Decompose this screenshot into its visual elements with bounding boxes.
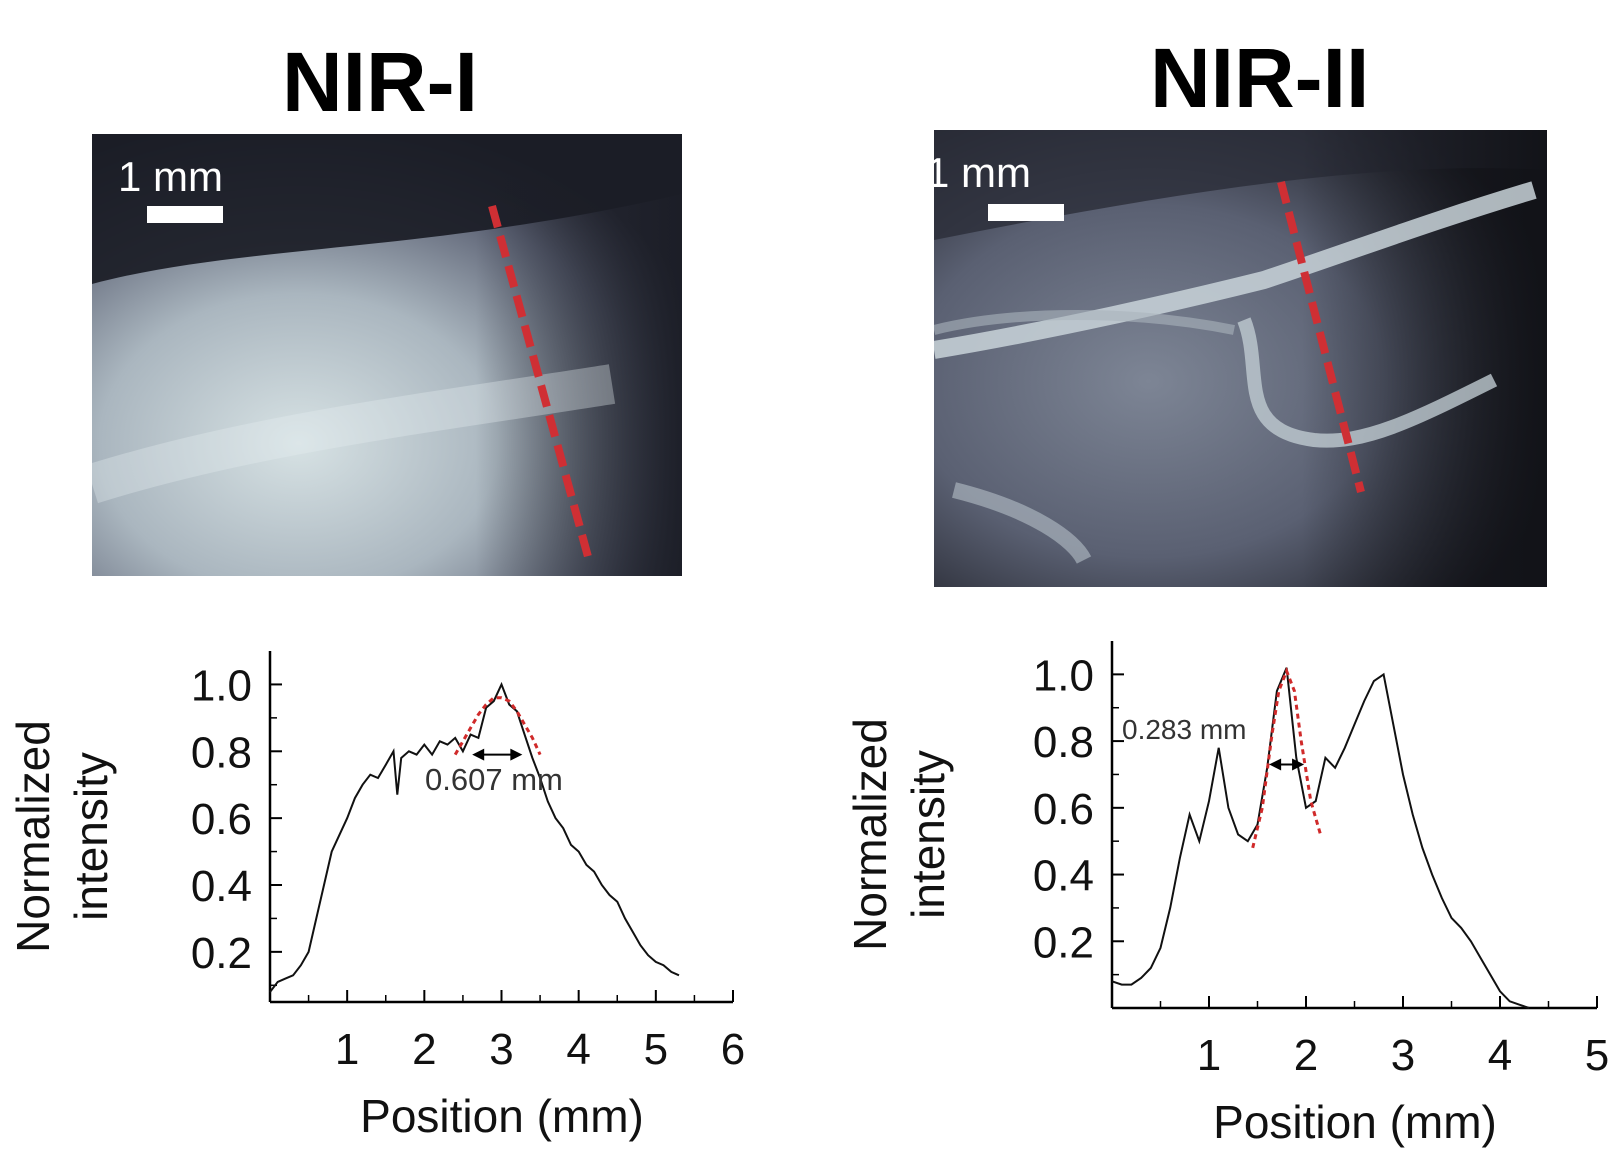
nir-ii-y-tick-label: 0.8 — [1033, 718, 1094, 767]
nir-i-fwhm-label: 0.607 mm — [425, 762, 563, 797]
nir-i-x-tick-label: 6 — [721, 1025, 745, 1074]
nir-i-y-tick-label: 0.8 — [191, 728, 252, 777]
nir-i-y-tick-label: 0.2 — [191, 929, 252, 978]
nir-i-fwhm-arrowhead-right — [510, 748, 523, 761]
nir-ii-fwhm-arrowhead-left — [1269, 758, 1282, 771]
nir-ii-x-axis-label: Position (mm) — [1213, 1096, 1497, 1148]
nir-ii-image-graphic — [934, 130, 1547, 587]
nir-i-x-tick-label: 1 — [335, 1025, 359, 1074]
nir-ii-x-tick-label: 1 — [1197, 1031, 1221, 1080]
nir-i-y-tick-label: 0.4 — [191, 862, 252, 911]
nir-i-x-axis-label: Position (mm) — [360, 1090, 644, 1142]
nir-ii-gaussian-fit-line — [1251, 666, 1322, 849]
nir-i-y-tick-label: 0.6 — [191, 795, 252, 844]
nir-ii-scalebar-label: 1 mm — [934, 149, 1031, 196]
nir-ii-y-tick-label: 0.4 — [1033, 852, 1094, 901]
nir-ii-x-tick-label: 5 — [1585, 1031, 1609, 1080]
nir-i-y-axis-label-line1: Normalized — [7, 720, 59, 953]
nir-i-y-axis-label-line2: intensity — [65, 752, 117, 921]
nir-i-x-tick-label: 2 — [412, 1025, 436, 1074]
panel-title-nir-i: NIR-I — [282, 35, 478, 129]
nir-ii-y-axis-label-line2: intensity — [902, 750, 954, 919]
nir-ii-x-tick-label: 2 — [1294, 1031, 1318, 1080]
nir-i-x-tick-label: 3 — [489, 1025, 513, 1074]
nir-ii-micrograph: 1 mm — [934, 130, 1547, 587]
nir-i-x-tick-label: 5 — [644, 1025, 668, 1074]
nir-i-scalebar — [147, 206, 223, 223]
nir-ii-x-tick-label: 4 — [1488, 1031, 1512, 1080]
nir-ii-fwhm-arrowhead-right — [1292, 758, 1305, 771]
nir-i-profile-line — [269, 681, 680, 993]
nir-i-y-axis-label-group: Normalized intensity — [7, 720, 117, 953]
nir-ii-y-axis-label-line1: Normalized — [844, 718, 896, 951]
nir-i-x-tick-label: 4 — [566, 1025, 590, 1074]
nir-ii-fwhm-label: 0.283 mm — [1122, 714, 1247, 745]
nir-i-image-graphic — [92, 134, 682, 576]
nir-ii-y-tick-label: 1.0 — [1033, 651, 1094, 700]
panel-title-nir-ii: NIR-II — [1150, 31, 1370, 125]
nir-ii-y-tick-label: 0.2 — [1033, 918, 1094, 967]
nir-i-fwhm-arrowhead-left — [472, 748, 485, 761]
nir-i-y-tick-label: 1.0 — [191, 661, 252, 710]
nir-i-micrograph: 1 mm — [92, 134, 682, 576]
nir-ii-x-tick-label: 3 — [1391, 1031, 1415, 1080]
nir-ii-y-axis-label-group: Normalized intensity — [844, 718, 954, 951]
nir-i-scalebar-label: 1 mm — [118, 153, 223, 200]
nir-ii-scalebar — [988, 204, 1064, 221]
nir-ii-cut-line — [1277, 181, 1365, 493]
nir-i-gaussian-fit-line — [453, 696, 542, 756]
nir-ii-profile-line — [1111, 667, 1530, 1009]
nir-ii-y-tick-label: 0.6 — [1033, 785, 1094, 834]
